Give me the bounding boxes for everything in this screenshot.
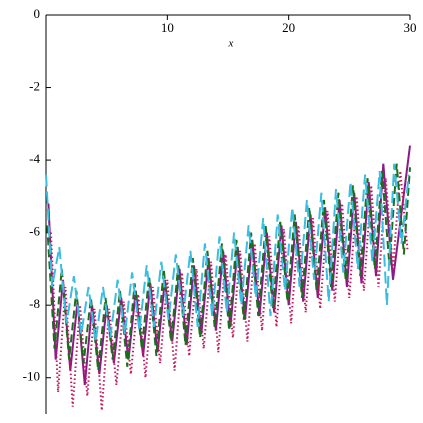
y-tick-label: -2	[29, 79, 40, 94]
y-tick-label: 0	[34, 6, 41, 21]
y-tick-label: -4	[29, 151, 40, 166]
x-tick-label: 20	[282, 20, 295, 35]
x-tick-label: 30	[404, 20, 417, 35]
series-line	[49, 170, 409, 411]
y-tick-label: -8	[29, 296, 40, 311]
x-axis-label: x	[228, 38, 234, 50]
y-tick-label: -6	[29, 224, 40, 239]
series-line	[45, 163, 410, 342]
series-line	[46, 163, 411, 371]
x-tick-label: 10	[161, 20, 174, 35]
y-tick-label: -10	[23, 369, 40, 384]
series-line	[47, 145, 411, 386]
